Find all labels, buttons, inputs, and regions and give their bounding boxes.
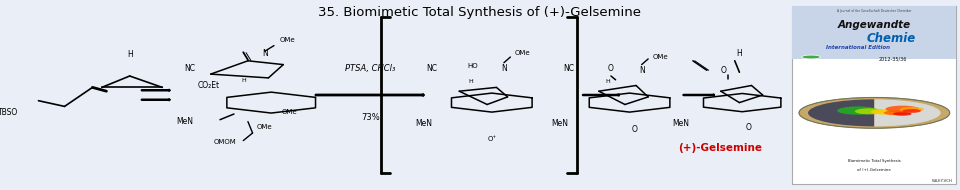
Text: 35. Biomimetic Total Synthesis of (+)-Gelsemine: 35. Biomimetic Total Synthesis of (+)-Ge… [319, 6, 641, 19]
Text: OMOM: OMOM [213, 139, 236, 146]
Text: HO: HO [468, 63, 478, 70]
Text: OMe: OMe [257, 124, 273, 130]
Text: of (+)-Gelsemine: of (+)-Gelsemine [857, 168, 891, 172]
Text: Biomimetic Total Synthesis: Biomimetic Total Synthesis [848, 159, 900, 163]
Text: NC: NC [426, 64, 437, 73]
Text: MeN: MeN [551, 119, 568, 128]
Text: PTSA, CHCl₃: PTSA, CHCl₃ [346, 64, 396, 73]
Text: Chemie: Chemie [867, 32, 916, 44]
Text: 73%: 73% [361, 113, 380, 122]
Circle shape [837, 106, 878, 115]
Text: OMe: OMe [515, 50, 530, 56]
Text: MeN: MeN [416, 119, 432, 128]
Text: O: O [608, 64, 613, 73]
Text: A Journal of the Gesellschaft Deutscher Chemiker: A Journal of the Gesellschaft Deutscher … [837, 9, 912, 13]
Circle shape [900, 107, 924, 112]
Text: O⁺: O⁺ [488, 136, 496, 142]
Circle shape [871, 109, 897, 115]
Text: CO₂Et: CO₂Et [198, 81, 220, 90]
Text: Angewandte: Angewandte [838, 20, 911, 30]
Text: O: O [721, 66, 727, 75]
Text: International Edition: International Edition [826, 45, 890, 50]
Circle shape [893, 112, 912, 116]
Circle shape [885, 106, 919, 112]
Circle shape [883, 111, 906, 115]
Circle shape [854, 108, 884, 114]
Text: H: H [606, 79, 611, 84]
Text: H: H [468, 79, 472, 84]
Text: N: N [501, 64, 507, 73]
Text: OMe: OMe [279, 37, 295, 43]
Text: WILEY-VCH: WILEY-VCH [931, 179, 952, 184]
Text: (+)-Gelsemine: (+)-Gelsemine [678, 143, 762, 153]
Text: 2012-35/36: 2012-35/36 [878, 56, 907, 61]
Text: TBSO: TBSO [0, 108, 18, 117]
Wedge shape [875, 99, 941, 126]
Text: OMe: OMe [282, 109, 298, 115]
Text: OMe: OMe [653, 54, 668, 60]
FancyBboxPatch shape [792, 6, 956, 184]
Text: NC: NC [184, 64, 196, 73]
Text: O: O [746, 123, 752, 132]
Text: N: N [638, 66, 644, 75]
Wedge shape [808, 99, 875, 126]
FancyBboxPatch shape [792, 6, 956, 59]
Text: H: H [736, 49, 742, 58]
Text: H: H [241, 78, 246, 83]
Text: MeN: MeN [672, 119, 689, 128]
Text: N: N [262, 49, 268, 58]
Circle shape [802, 55, 821, 59]
Text: H: H [127, 50, 132, 59]
Circle shape [799, 97, 949, 128]
Text: MeN: MeN [176, 117, 193, 126]
Circle shape [902, 109, 921, 113]
Text: O: O [632, 125, 637, 134]
Text: NC: NC [564, 64, 574, 73]
